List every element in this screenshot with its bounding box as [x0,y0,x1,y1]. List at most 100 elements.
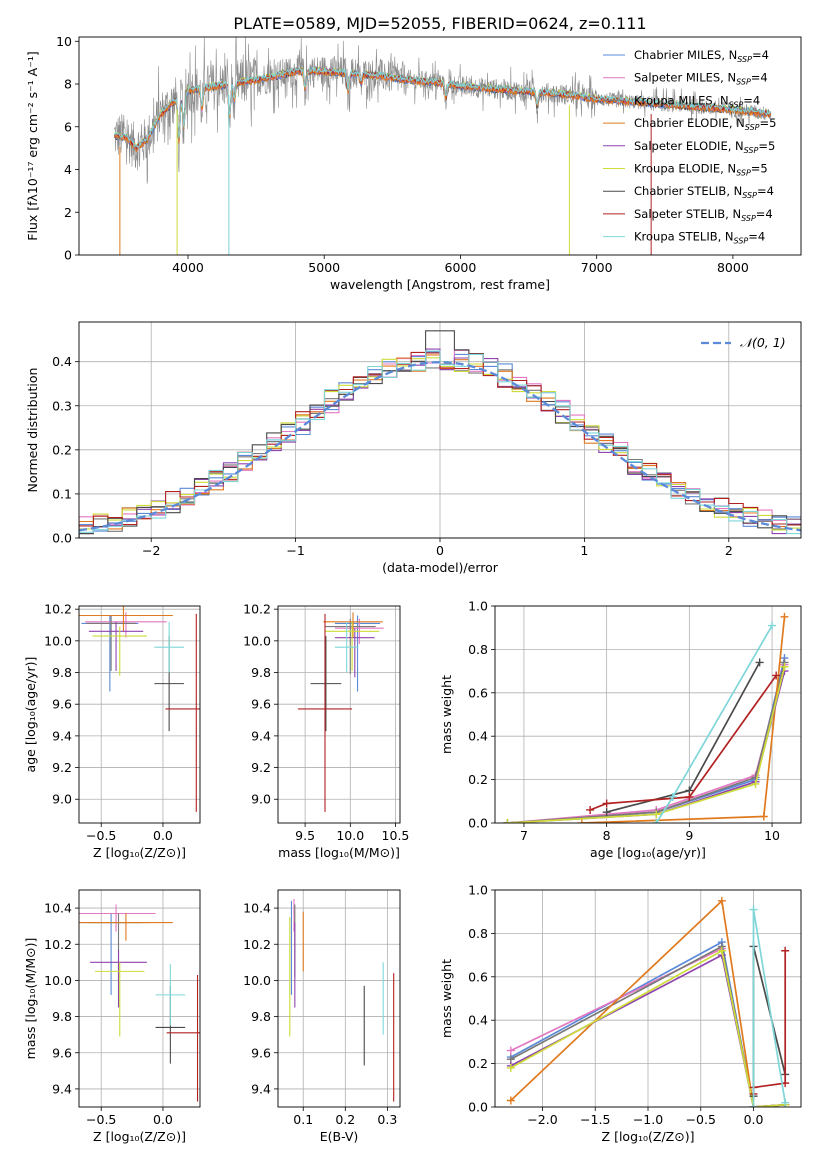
mass-vs-Z-axes: −0.5 0.0 9.4 9.6 9.8 10.0 10.2 10.4 Z [log₁₀(Z/Z… [23,889,201,1144]
age-vs-Z-x-tick-label: 0.0 [153,828,173,843]
spectrum-model-line [114,68,772,153]
age-vs-Z-x-axis-label: Z [log₁₀(Z/Z⊙)] [93,845,186,860]
spectrum-legend-label: Salpeter STELIB, NSSP=4 [634,207,773,223]
mass-weight-vs-Z-frame: −2.0 −1.5 −1.0 −0.5 0.0 0.0 0.2 0.4 0.6 0.8 1.0 Z [… [439,883,802,1144]
mass-weight-vs-age-x-tick-label: 10 [764,828,780,843]
mass-weight-vs-age-x-axis-label: age [log₁₀(age/yr)] [590,845,706,860]
age-vs-Z-y-tick-label: 9.4 [52,728,72,743]
age-vs-mass-x-axis-label: mass [log₁₀(M/M⊙)] [278,845,400,860]
mass-weight-vs-age-y-tick-label: 0.8 [468,642,488,657]
mass-weight-vs-age-point-marker [772,671,781,680]
residuals-y-tick-label: 0.3 [52,398,72,413]
spectrum-axes: 4000 5000 6000 7000 8000 0 2 4 6 8 10 wavelength [A… [25,34,802,292]
residuals-x-tick-label: −1 [286,543,304,558]
spectrum-legend-label: Salpeter MILES, NSSP=4 [634,71,768,87]
residuals-plot-area [79,330,801,538]
spectrum-legend-label: Chabrier MILES, NSSP=4 [634,48,769,64]
mass-weight-vs-Z-x-tick-label: 0.0 [744,1112,764,1127]
spectrum-legend: Chabrier MILES, NSSP=4 Salpeter MILES, NS… [603,48,776,246]
residuals-x-tick-label: −2 [142,543,160,558]
age-vs-Z-x-tick-label: −0.5 [86,828,116,843]
spectrum-legend-label: Kroupa ELODIE, NSSP=5 [634,162,768,178]
age-vs-Z-y-tick-label: 9.8 [52,665,72,680]
mass-weight-vs-Z-point-marker [506,1096,515,1105]
mass-weight-vs-age-point-marker [768,621,777,630]
mass-vs-Z-plot-area [79,904,200,1102]
mass-vs-Z-y-axis-label: mass [log₁₀(M/M⊙)] [23,938,38,1060]
mass-weight-vs-Z-point-marker [717,946,726,955]
spectrum-legend-label: Kroupa MILES, NSSP=4 [634,93,760,109]
mass-vs-EBV-y-tick-label: 9.8 [251,1009,271,1024]
mass-weight-vs-Z-y-tick-label: 1.0 [468,883,488,898]
mass-weight-vs-Z-point-marker [749,905,758,914]
mass-weight-vs-age-series-line [507,664,786,823]
mass-weight-vs-age-series-line [507,662,786,823]
age-vs-Z-plot-area [79,606,200,812]
mass-weight-vs-Z-point-marker [506,1046,515,1055]
age-vs-mass-x-tick-label: 9.5 [295,828,315,843]
mass-weight-vs-age-series-line [589,674,777,811]
spectrum-model-line [113,66,772,149]
age-vs-Z-y-tick-label: 9.2 [52,760,72,775]
mass-weight-vs-age-y-tick-label: 0.6 [468,685,488,700]
mass-weight-vs-Z-y-tick-label: 0.6 [468,969,488,984]
mass-weight-vs-Z-x-tick-label: −0.5 [686,1112,716,1127]
mass-weight-vs-age-point-marker [652,819,661,823]
mass-vs-EBV-x-tick-label: 0.1 [293,1112,313,1127]
mass-weight-vs-Z-series-line [510,949,786,1107]
mass-vs-Z-y-tick-label: 9.4 [52,1081,72,1096]
residuals-histogram-step [79,350,801,538]
mass-vs-EBV-x-tick-label: 0.3 [377,1112,397,1127]
age-vs-mass-y-tick-label: 9.2 [251,760,271,775]
residuals-y-tick-label: 0.2 [52,442,72,457]
mass-vs-EBV-y-tick-label: 9.4 [251,1081,271,1096]
age-vs-mass-axes: 9.5 10.0 10.5 9.0 9.2 9.4 9.6 9.8 10.0 10.2 mass [… [243,602,409,860]
age-vs-mass-border [277,605,401,824]
mass-weight-vs-Z-point-marker [506,1063,515,1072]
figure-title: PLATE=0589, MJD=52055, FIBERID=0624, z=0… [233,14,646,33]
mass-weight-vs-age-point-marker [755,658,764,667]
residuals-x-tick-label: 2 [725,543,733,558]
mass-vs-Z-y-tick-label: 9.8 [52,1009,72,1024]
mass-weight-vs-age-point-marker [652,810,661,819]
spectrum-x-tick-label: 6000 [445,260,477,275]
age-vs-Z-y-tick-label: 9.6 [52,697,72,712]
residuals-normal-curve [79,360,801,532]
age-vs-mass-x-tick-label: 10.0 [336,828,364,843]
mass-weight-vs-age-y-tick-label: 1.0 [468,599,488,614]
mass-vs-Z-x-tick-label: −0.5 [86,1112,116,1127]
age-vs-mass-y-tick-label: 10.2 [243,602,271,617]
spectrum-y-tick-label: 10 [56,34,72,49]
mass-weight-vs-age-axes: 7 8 9 10 0.0 0.2 0.4 0.6 0.8 1.0 age [log₁₀(age/yr… [439,599,802,860]
spectrum-legend-label: Chabrier ELODIE, NSSP=5 [634,116,776,132]
mass-weight-vs-age-point-marker [577,819,586,823]
spectrum-legend-label: Chabrier STELIB, NSSP=4 [634,184,774,200]
mass-weight-vs-Z-y-tick-label: 0.4 [468,1013,488,1028]
residuals-x-tick-label: 1 [580,543,588,558]
spectrum-x-tick-label: 4000 [172,260,204,275]
spectrum-x-axis-label: wavelength [Angstrom, rest frame] [330,277,550,292]
mass-weight-vs-age-point-marker [602,799,611,808]
mass-weight-vs-age-y-tick-label: 0.4 [468,729,488,744]
mass-weight-vs-age-point-marker [602,808,611,817]
mass-weight-vs-age-point-marker [780,612,789,621]
spectrum-legend-label: Salpeter ELODIE, NSSP=5 [634,139,775,155]
mass-vs-EBV-plot-area [289,899,395,1102]
spectrum-y-tick-label: 8 [64,77,72,92]
residuals-axes: −2 −1 0 1 2 0.0 0.1 0.2 0.3 0.4 (data-model)/error… [25,321,802,575]
mass-vs-Z-y-tick-label: 10.4 [44,901,72,916]
mass-vs-Z-x-axis-label: Z [log₁₀(Z/Z⊙)] [93,1129,186,1144]
mass-weight-vs-age-y-tick-label: 0.2 [468,772,488,787]
age-vs-Z-frame: −0.5 0.0 9.0 9.2 9.4 9.6 9.8 10.0 10.2 Z [log₁₀(Z… [23,602,201,860]
mass-vs-EBV-y-tick-label: 10.0 [243,973,271,988]
mass-weight-vs-Z-x-tick-label: −1.0 [633,1112,663,1127]
mass-vs-EBV-y-tick-label: 9.6 [251,1045,271,1060]
mass-weight-vs-age-plot-area [503,612,789,823]
age-vs-Z-axes: −0.5 0.0 9.0 9.2 9.4 9.6 9.8 10.0 10.2 Z [log₁₀(Z… [23,602,201,860]
mass-weight-vs-Z-x-tick-label: −1.5 [580,1112,610,1127]
mass-weight-vs-Z-point-marker [781,1098,790,1107]
age-vs-Z-border [78,605,201,824]
mass-weight-vs-age-point-marker [759,812,768,821]
mass-weight-vs-age-point-marker [780,662,789,671]
